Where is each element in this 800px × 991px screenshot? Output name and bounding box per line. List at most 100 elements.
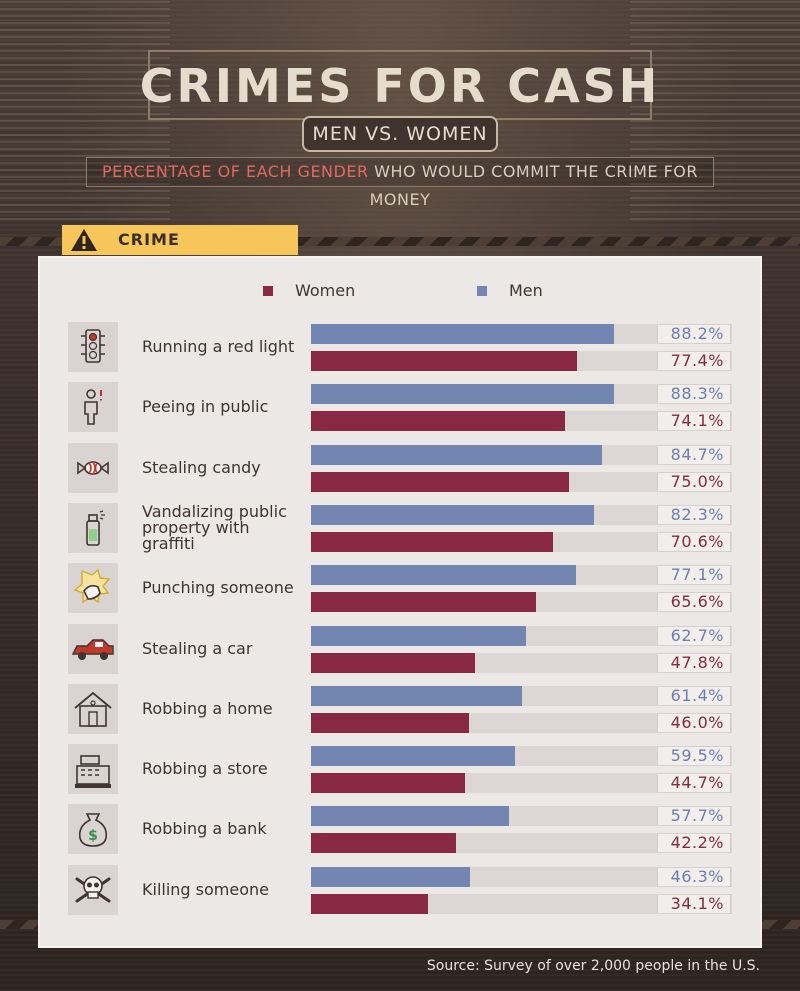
candy-icon <box>77 460 109 475</box>
bar-row: Stealing a car 62.7% 47.8% <box>0 623 800 680</box>
description-text: WHO WOULD COMMIT THE CRIME FOR MONEY <box>368 162 699 209</box>
men-bar-track: 59.5% <box>311 746 732 767</box>
crime-icon-tile <box>68 322 118 372</box>
women-bar <box>311 773 465 794</box>
cash-register-icon <box>75 755 111 789</box>
warning-icon <box>71 229 97 251</box>
men-bar <box>311 806 510 827</box>
men-bar-track: 57.7% <box>311 806 732 827</box>
crime-icon-tile <box>68 563 118 614</box>
bar-row: Vandalizing public property with graffit… <box>0 501 800 559</box>
men-value-label: 61.4% <box>657 685 731 706</box>
chart-title: CRIMES FOR CASH <box>139 59 661 113</box>
women-bar-track: 77.4% <box>311 351 732 371</box>
women-bar <box>311 411 566 432</box>
category-label: Stealing a car <box>142 638 253 658</box>
crime-icon-tile <box>68 442 118 493</box>
category-label: Robbing a home <box>142 698 273 718</box>
bar-row: Punching someone 77.1% 65.6% <box>0 563 800 619</box>
crime-icon-tile <box>68 864 118 915</box>
men-value-label: 88.2% <box>657 324 731 344</box>
crime-icon-tile <box>68 683 118 734</box>
women-bar <box>311 471 569 492</box>
newsprint-texture-left <box>0 0 170 220</box>
men-bar <box>311 444 602 465</box>
women-value-label: 42.2% <box>657 833 731 854</box>
women-bar-track: 34.1% <box>311 893 732 914</box>
women-bar-track: 44.7% <box>311 773 732 794</box>
women-value-label: 44.7% <box>657 773 731 794</box>
men-bar <box>311 685 522 706</box>
men-bar-track: 84.7% <box>311 444 732 465</box>
men-value-label: 46.3% <box>657 866 731 887</box>
crime-section-label: CRIME <box>118 230 180 249</box>
men-bar-track: 61.4% <box>311 685 732 706</box>
house-icon <box>74 691 112 727</box>
men-bar <box>311 625 527 646</box>
crime-icon-tile <box>68 382 118 433</box>
men-bar <box>311 324 614 344</box>
men-value-label: 84.7% <box>657 444 731 465</box>
category-label: Running a red light <box>142 337 295 356</box>
category-label: Peeing in public <box>142 397 269 417</box>
men-bar <box>311 565 576 586</box>
men-value-label: 59.5% <box>657 746 731 767</box>
men-bar-track: 46.3% <box>311 866 732 887</box>
description-highlight: PERCENTAGE OF EACH GENDER <box>101 162 369 181</box>
bar-row: Robbing a store 59.5% 44.7% <box>0 744 800 800</box>
women-bar-track: 74.1% <box>311 411 732 432</box>
crime-icon-tile: $ <box>68 804 118 855</box>
men-value-label: 88.3% <box>657 384 731 405</box>
crime-icon-tile <box>68 623 118 674</box>
car-icon <box>71 638 114 660</box>
men-bar-track: 77.1% <box>311 565 732 586</box>
men-bar <box>311 384 615 405</box>
bar-row: Running a red light 88.2% 77.4% <box>0 322 800 378</box>
men-value-label: 62.7% <box>657 625 731 646</box>
women-value-label: 74.1% <box>657 411 731 432</box>
men-value-label: 57.7% <box>657 806 731 827</box>
women-bar-track: 75.0% <box>311 471 732 492</box>
women-bar <box>311 531 554 552</box>
women-bar <box>311 712 469 733</box>
crime-icon-tile <box>68 744 118 795</box>
legend-swatch-women <box>263 286 273 296</box>
women-value-label: 65.6% <box>657 592 731 613</box>
crime-section-tab: CRIME <box>62 225 298 255</box>
women-value-label: 75.0% <box>657 471 731 492</box>
category-label: Robbing a bank <box>142 819 267 839</box>
skull-crossbones-icon <box>75 875 111 903</box>
women-value-label: 47.8% <box>657 652 731 673</box>
women-bar-track: 42.2% <box>311 833 732 854</box>
legend-label-men: Men <box>509 281 543 300</box>
women-value-label: 70.6% <box>657 531 731 552</box>
spray-paint-icon <box>86 510 105 546</box>
traffic-light-icon <box>81 329 105 363</box>
men-bar <box>311 746 516 767</box>
bar-row: Robbing a home 61.4% 46.0% <box>0 683 800 740</box>
women-bar-track: 47.8% <box>311 652 732 673</box>
men-bar <box>311 504 594 525</box>
bar-row: Peeing in public 88.3% 74.1% <box>0 382 800 438</box>
category-label: Robbing a store <box>142 759 268 779</box>
legend-label-women: Women <box>295 281 356 300</box>
women-bar <box>311 652 476 673</box>
category-label: Vandalizing public property with graffit… <box>142 501 287 553</box>
men-bar-track: 88.2% <box>311 324 732 344</box>
women-value-label: 34.1% <box>657 893 731 914</box>
women-value-label: 77.4% <box>657 351 731 371</box>
newsprint-texture-right <box>630 0 800 220</box>
women-bar <box>311 592 537 613</box>
bar-row: Stealing candy 84.7% 75.0% <box>0 442 800 499</box>
women-value-label: 46.0% <box>657 712 731 733</box>
source-note: Source: Survey of over 2,000 people in t… <box>426 958 760 974</box>
women-bar-track: 46.0% <box>311 712 732 733</box>
category-label: Punching someone <box>142 578 294 598</box>
category-label: Stealing candy <box>142 457 261 477</box>
men-bar-track: 88.3% <box>311 384 732 405</box>
men-bar-track: 62.7% <box>311 625 732 646</box>
men-value-label: 82.3% <box>657 504 731 525</box>
women-bar-track: 65.6% <box>311 592 732 613</box>
men-value-label: 77.1% <box>657 565 731 586</box>
